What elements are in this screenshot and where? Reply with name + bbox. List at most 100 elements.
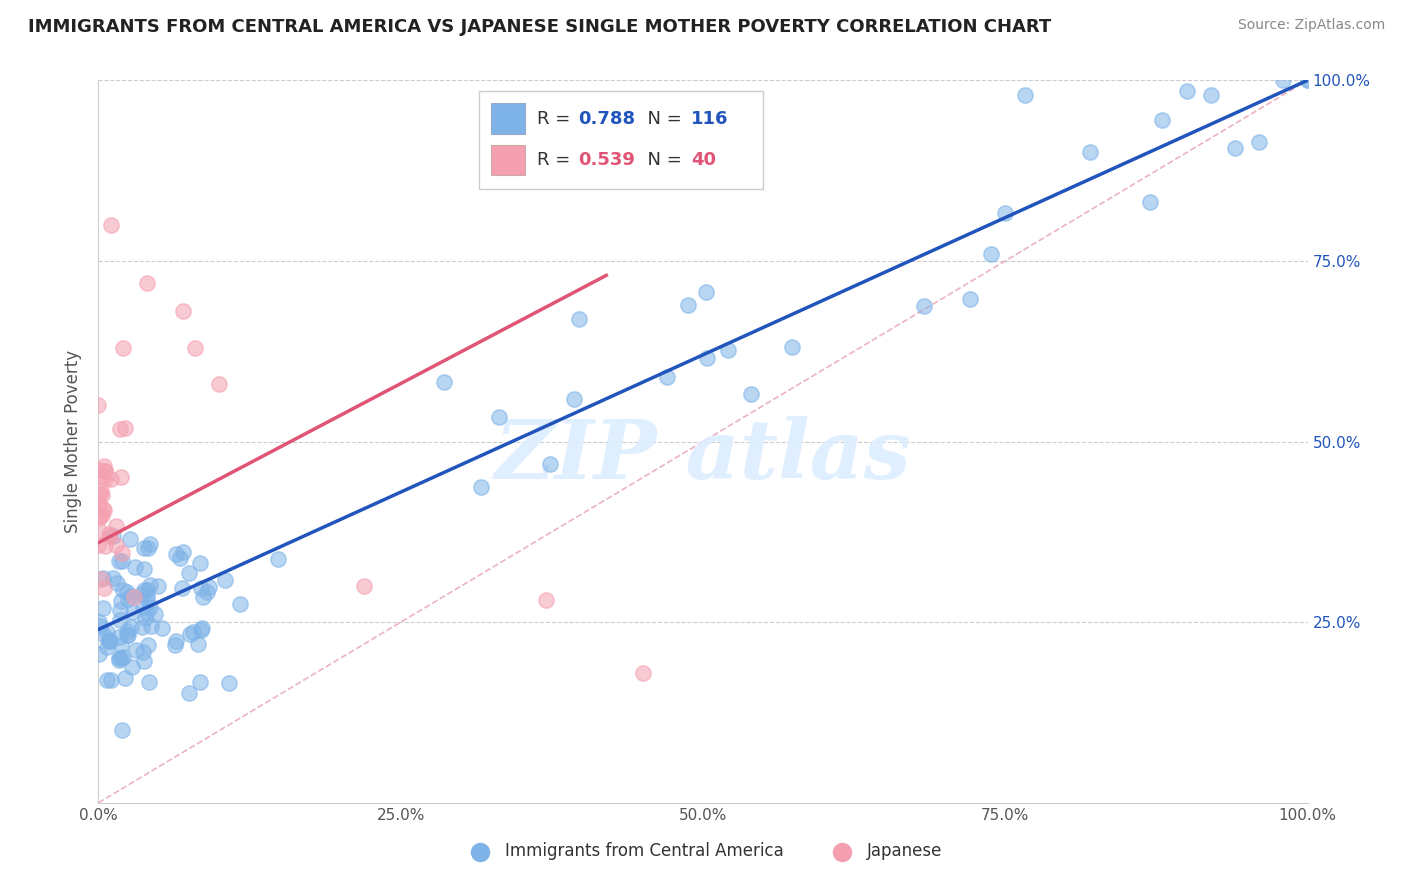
Text: N =: N = [637,151,688,169]
Point [90,483,112,498]
Point [165,547,187,561]
Point [696,351,718,365]
Point [198,581,221,595]
Point [134,611,156,625]
Point [179,686,201,700]
Point [780,340,803,354]
Point [98,632,121,647]
Point [98,527,121,541]
Point [139,578,162,592]
Point [89,508,111,522]
Point [96,625,118,640]
Point [141,619,163,633]
Text: 0.788: 0.788 [578,110,636,128]
Point [121,605,143,619]
Point [110,651,132,665]
Point [353,579,375,593]
Point [135,588,157,602]
Point [208,376,231,391]
Point [100,673,122,687]
Point [432,375,454,389]
Point [150,621,173,635]
Point [190,581,212,595]
Point [132,654,155,668]
Point [120,620,142,634]
Point [135,606,157,620]
Point [214,573,236,587]
Point [91,627,114,641]
Point [96,640,118,654]
Point [90,488,112,502]
Point [111,341,134,355]
Point [172,545,194,559]
Point [111,583,134,598]
Point [138,541,160,556]
Point [98,634,121,648]
Point [120,589,142,603]
Point [980,247,1002,261]
Point [87,538,110,552]
Point [267,552,290,566]
Point [172,304,194,318]
Point [1272,73,1295,87]
Point [188,674,211,689]
Point [91,501,114,516]
Point [740,387,762,401]
FancyBboxPatch shape [492,103,526,134]
Point [105,518,128,533]
Point [190,556,212,570]
Point [115,628,138,642]
Point [87,398,110,412]
Point [1296,73,1319,87]
Point [470,480,492,494]
Point [108,422,131,436]
Point [91,571,114,585]
Point [1152,112,1174,127]
Point [115,624,138,638]
Point [132,541,155,556]
Point [111,554,134,568]
Point [132,599,155,614]
Point [121,660,143,674]
Text: 0.539: 0.539 [578,151,636,169]
Point [912,299,935,313]
Y-axis label: Single Mother Poverty: Single Mother Poverty [65,350,83,533]
Point [108,652,131,666]
Point [110,594,132,608]
Point [1139,194,1161,209]
Point [94,539,117,553]
Point [90,572,112,586]
Point [179,627,201,641]
Point [87,510,110,524]
Point [163,638,186,652]
Point [90,508,112,523]
Point [146,579,169,593]
Point [1296,73,1319,87]
Point [135,276,157,290]
Point [91,601,114,615]
Point [190,623,212,637]
Point [87,647,110,661]
Point [111,546,134,560]
Point [108,650,131,665]
Point [177,566,200,581]
Point [136,591,159,606]
Point [89,619,111,633]
Point [717,343,740,357]
Point [117,628,139,642]
Point [184,341,207,355]
Point [165,633,187,648]
Point [169,550,191,565]
Point [676,298,699,312]
Text: R =: R = [537,110,576,128]
Point [114,421,136,435]
Point [87,496,110,510]
Point [143,607,166,621]
Point [131,587,153,601]
Text: R =: R = [537,151,576,169]
Point [534,593,557,607]
Point [117,592,139,607]
Point [112,649,135,664]
Point [110,638,132,652]
Point [191,621,214,635]
